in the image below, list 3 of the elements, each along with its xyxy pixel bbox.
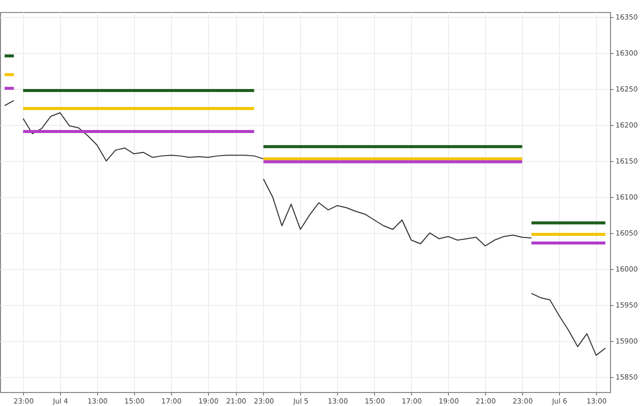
line-series [262,178,532,246]
line-series [530,292,606,356]
line-series [22,112,264,162]
